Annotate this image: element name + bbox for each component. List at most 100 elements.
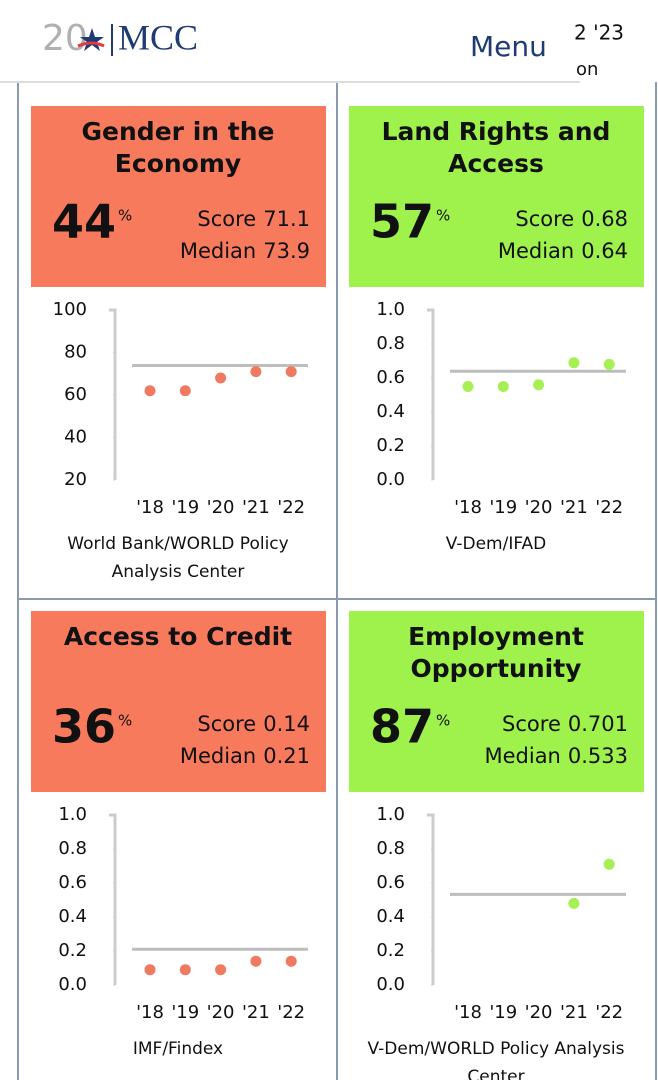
dot: [250, 955, 262, 967]
median-label: Median: [484, 744, 560, 768]
dot: [568, 357, 580, 369]
y-tick-label: 1.0: [58, 804, 87, 825]
card: [31, 106, 326, 287]
percentile: 36: [52, 700, 116, 754]
dot: [603, 358, 615, 370]
score-label: Score: [197, 712, 256, 736]
x-tick-label: '22: [277, 497, 305, 518]
x-tick-label: '20: [207, 1002, 235, 1023]
median: Median 0.21: [180, 744, 310, 768]
source: V-Dem/WORLD Policy Analysis Center: [367, 1039, 625, 1080]
y-tick-label: 0.2: [376, 940, 405, 961]
y-tick-label: 0.6: [376, 872, 405, 893]
dot: [568, 897, 580, 909]
header-fragment: 2 '23: [574, 21, 624, 45]
x-tick-label: '20: [207, 497, 235, 518]
card-title-box: Employment Opportunity: [408, 622, 584, 683]
x-tick-label: '22: [595, 497, 623, 518]
median: Median 0.533: [484, 744, 628, 768]
x-tick-label: '19: [171, 497, 199, 518]
source-box: V-Dem/IFAD: [446, 534, 547, 554]
card-title: Access to Credit: [63, 622, 293, 651]
dot: [179, 385, 191, 397]
x-tick-label: '21: [560, 497, 588, 518]
percentile-unit: %: [436, 712, 450, 730]
percentile-unit: %: [118, 712, 132, 730]
dot: [144, 385, 156, 397]
dot: [215, 964, 227, 976]
y-tick-label: 0.6: [376, 367, 405, 388]
percentile-unit: %: [118, 207, 132, 225]
x-tick-label: '20: [525, 1002, 553, 1023]
y-tick-label: 60: [64, 384, 87, 405]
source-box: IMF/Findex: [132, 1039, 224, 1059]
y-tick-label: 0.8: [58, 838, 87, 859]
dot: [250, 366, 262, 378]
card-title-box: Gender in the Economy: [81, 117, 275, 178]
card-title-box: Access to Credit: [63, 622, 293, 651]
y-tick-label: 0.8: [376, 838, 405, 859]
y-tick-label: 1.0: [376, 299, 405, 320]
source-box: V-Dem/WORLD Policy Analysis Center: [367, 1039, 625, 1080]
score: Score 0.68: [515, 207, 628, 231]
x-tick-label: '18: [454, 497, 482, 518]
card-title: Employment Opportunity: [408, 622, 584, 683]
score-label: Score: [502, 712, 561, 736]
card: [31, 611, 326, 792]
percentile: 57: [370, 195, 434, 249]
score-label: Score: [197, 207, 256, 231]
median-value: 73.9: [263, 239, 310, 263]
logo-text[interactable]: MCC: [118, 17, 198, 57]
card-title-box: Land Rights and Access: [381, 117, 611, 178]
card-title: Land Rights and Access: [381, 117, 611, 178]
x-tick-label: '18: [454, 1002, 482, 1023]
x-tick-label: '22: [595, 1002, 623, 1023]
score-label: Score: [515, 207, 574, 231]
y-tick-label: 0.0: [376, 974, 405, 995]
score-value: 0.68: [581, 207, 628, 231]
card-title: Gender in the Economy: [81, 117, 275, 178]
y-tick-label: 0.4: [58, 906, 87, 927]
source: IMF/Findex: [132, 1039, 224, 1059]
median-value: 0.64: [581, 239, 628, 263]
y-tick-label: 1.0: [376, 804, 405, 825]
x-tick-label: '19: [489, 497, 517, 518]
percentile-unit: %: [436, 207, 450, 225]
score-value: 71.1: [263, 207, 310, 231]
y-tick-label: 20: [64, 469, 87, 490]
score-value: 0.14: [263, 712, 310, 736]
median-label: Median: [180, 744, 256, 768]
dot: [603, 858, 615, 870]
dot: [179, 964, 191, 976]
x-tick-label: '21: [242, 497, 270, 518]
source: World Bank/WORLD Policy Analysis Center: [67, 534, 289, 582]
score-value: 0.701: [568, 712, 628, 736]
logo-number[interactable]: 20: [42, 18, 88, 59]
x-tick-label: '22: [277, 1002, 305, 1023]
dot: [497, 381, 509, 392]
dot: [285, 366, 297, 378]
median: Median 73.9: [180, 239, 310, 263]
logo-swoosh: [77, 41, 105, 48]
y-tick-label: 0.2: [376, 435, 405, 456]
dot: [533, 379, 545, 391]
y-tick-label: 0.2: [58, 940, 87, 961]
percentile: 44: [52, 195, 116, 249]
score: Score 0.14: [197, 712, 310, 736]
x-tick-label: '18: [136, 497, 164, 518]
score: Score 71.1: [197, 207, 310, 231]
y-tick-label: 0.4: [376, 401, 405, 422]
y-tick-label: 0.4: [376, 906, 405, 927]
dot: [144, 964, 156, 976]
menu-button[interactable]: Menu: [470, 30, 547, 63]
y-tick-label: 0.0: [376, 469, 405, 490]
x-tick-label: '18: [136, 1002, 164, 1023]
median-label: Median: [498, 239, 574, 263]
card: [349, 106, 644, 287]
source-box: World Bank/WORLD Policy Analysis Center: [67, 534, 289, 582]
y-tick-label: 80: [64, 342, 87, 363]
score: Score 0.701: [502, 712, 628, 736]
dot: [285, 955, 297, 967]
x-tick-label: '21: [560, 1002, 588, 1023]
